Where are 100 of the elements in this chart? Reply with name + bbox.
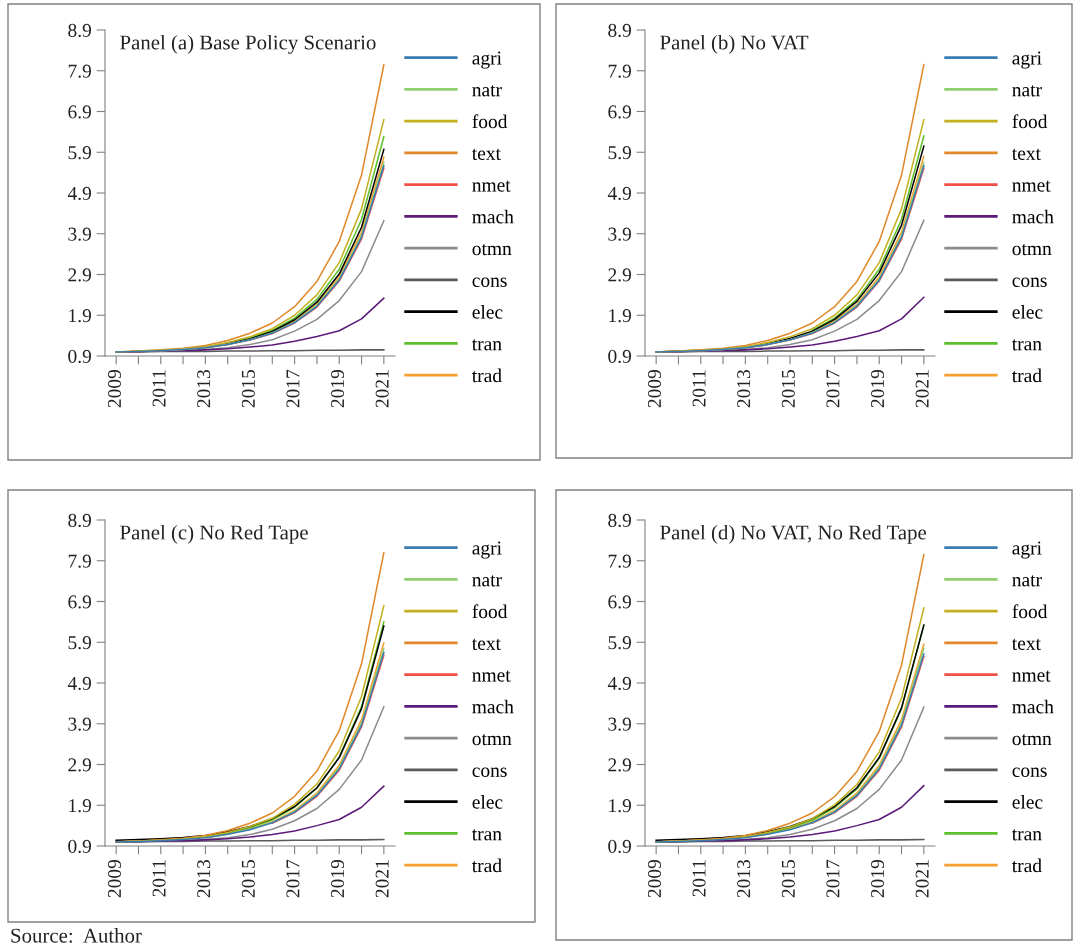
legend-label: nmet — [1012, 670, 1051, 682]
legend-label: elec — [1012, 305, 1043, 319]
x-tick-label: 2017 — [826, 859, 840, 898]
x-tick-label: 2021 — [915, 370, 929, 408]
y-tick-label: 6.9 — [68, 595, 92, 609]
y-tick-label: 4.9 — [67, 676, 92, 691]
legend-label: otmn — [472, 244, 512, 256]
legend-label: food — [1012, 114, 1048, 129]
y-tick-label: 5.9 — [68, 146, 92, 160]
x-tick-label: 2015 — [781, 859, 795, 898]
legend-label: agri — [472, 541, 502, 559]
x-tick-label: 2013 — [197, 859, 211, 898]
y-tick-label: 1.9 — [69, 309, 92, 323]
y-tick-label: 8.9 — [68, 513, 92, 528]
legend-label: tran — [471, 339, 502, 351]
legend-label: cons — [472, 767, 507, 777]
y-tick-label: 4.9 — [607, 186, 632, 201]
x-tick-label: 2009 — [107, 859, 122, 898]
legend-label: nmet — [472, 180, 511, 192]
legend-label: nmet — [1012, 180, 1051, 192]
y-tick-label: 3.9 — [68, 227, 92, 241]
x-tick-label: 2013 — [197, 369, 211, 408]
y-tick-label: 5.9 — [68, 636, 92, 650]
y-tick-label: 7.9 — [608, 554, 632, 568]
y-tick-label: 6.9 — [608, 105, 632, 119]
legend-label: tran — [1011, 339, 1042, 351]
legend-label: agri — [1012, 51, 1042, 69]
y-tick-label: 2.9 — [608, 758, 632, 772]
y-tick-label: 7.9 — [68, 554, 92, 568]
legend-label: text — [471, 148, 501, 160]
legend-label: elec — [472, 795, 503, 809]
legend-label: cons — [472, 277, 507, 287]
x-tick-label: 2017 — [286, 369, 300, 408]
x-tick-label: 2009 — [107, 369, 122, 408]
legend-label: trad — [471, 368, 502, 383]
legend-label: text — [1011, 638, 1041, 650]
chart-title: Panel (c) No Red Tape — [120, 524, 308, 544]
legend-label: tran — [471, 829, 502, 841]
legend-label: cons — [1012, 277, 1047, 287]
legend-label: mach — [472, 699, 514, 714]
x-tick-label: 2019 — [870, 369, 885, 408]
legend-label: mach — [1012, 699, 1054, 714]
y-tick-label: 3.9 — [608, 717, 632, 731]
x-tick-label: 2021 — [375, 370, 389, 408]
chart-title: Panel (d) No VAT, No Red Tape — [660, 524, 927, 544]
y-tick-label: 2.9 — [68, 758, 92, 772]
x-tick-label: 2019 — [330, 369, 345, 408]
x-tick-label: 2011 — [692, 860, 706, 897]
y-tick-label: 0.9 — [608, 349, 632, 364]
x-tick-label: 2015 — [241, 369, 255, 408]
x-tick-label: 2017 — [286, 859, 300, 898]
x-tick-label: 2021 — [375, 860, 389, 898]
y-tick-label: 8.9 — [608, 513, 632, 528]
y-tick-label: 0.9 — [68, 839, 92, 854]
y-tick-label: 7.9 — [608, 64, 632, 78]
y-tick-label: 3.9 — [68, 717, 92, 731]
legend-label: text — [471, 638, 501, 650]
y-tick-label: 5.9 — [608, 146, 632, 160]
y-tick-label: 8.9 — [608, 23, 632, 38]
y-tick-label: 1.9 — [69, 799, 92, 813]
x-tick-label: 2015 — [781, 369, 795, 408]
y-tick-label: 8.9 — [68, 23, 92, 38]
y-tick-label: 6.9 — [68, 105, 92, 119]
x-tick-label: 2021 — [915, 860, 929, 898]
y-tick-label: 7.9 — [68, 64, 92, 78]
x-tick-label: 2013 — [737, 369, 751, 408]
x-tick-label: 2019 — [870, 859, 885, 898]
legend-label: agri — [1012, 541, 1042, 559]
legend-label: mach — [1012, 209, 1054, 224]
chart-title: Panel (b) No VAT — [660, 34, 809, 54]
x-tick-label: 2017 — [826, 369, 840, 408]
y-tick-label: 2.9 — [68, 268, 92, 282]
legend-label: cons — [1012, 767, 1047, 777]
legend-label: nmet — [472, 670, 511, 682]
x-tick-label: 2011 — [692, 370, 706, 407]
legend-label: food — [472, 604, 508, 619]
legend-label: natr — [1012, 575, 1042, 587]
legend-label: text — [1011, 148, 1041, 160]
legend-label: food — [1012, 604, 1048, 619]
chart-title: Panel (a) Base Policy Scenario — [120, 34, 376, 54]
legend-label: natr — [1012, 85, 1042, 97]
x-tick-label: 2011 — [152, 860, 166, 897]
legend-label: agri — [472, 51, 502, 69]
y-tick-label: 6.9 — [608, 595, 632, 609]
legend-label: otmn — [1012, 734, 1052, 746]
x-tick-label: 2009 — [647, 859, 662, 898]
y-tick-label: 1.9 — [609, 309, 632, 323]
y-tick-label: 5.9 — [608, 636, 632, 650]
x-tick-label: 2019 — [330, 859, 345, 898]
x-tick-label: 2011 — [152, 370, 166, 407]
y-tick-label: 4.9 — [607, 676, 632, 691]
legend-label: mach — [472, 209, 514, 224]
legend-label: otmn — [1012, 244, 1052, 256]
legend-label: food — [472, 114, 508, 129]
y-tick-label: 0.9 — [68, 349, 92, 364]
legend-label: trad — [471, 858, 502, 873]
y-tick-label: 1.9 — [609, 799, 632, 813]
y-tick-label: 0.9 — [608, 839, 632, 854]
legend-label: natr — [472, 85, 502, 97]
legend-label: tran — [1011, 829, 1042, 841]
